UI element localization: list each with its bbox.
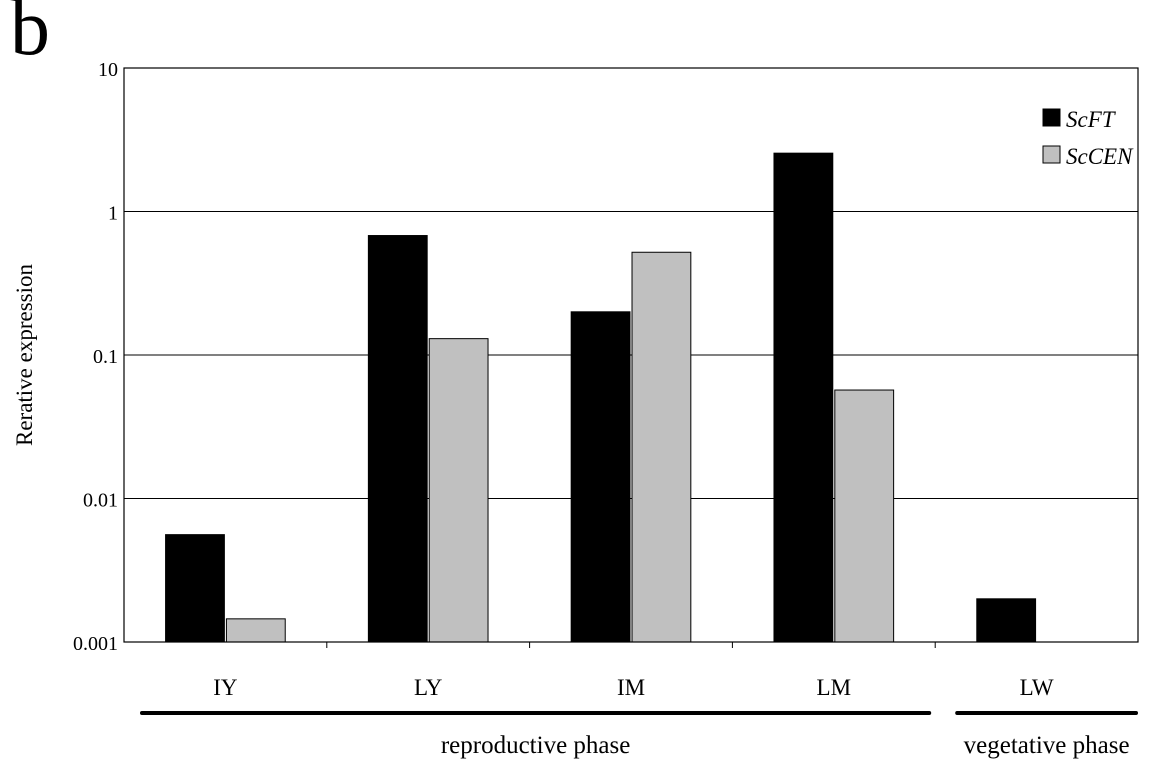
bar-sccen-lm bbox=[834, 389, 895, 643]
phase-label: vegetative phase bbox=[964, 732, 1130, 759]
bar-scft-ly bbox=[367, 235, 428, 643]
x-tick-labels: IY LY IM LM LW bbox=[213, 675, 1054, 700]
legend-label: ScCEN bbox=[1066, 144, 1134, 169]
legend: ScFT ScCEN bbox=[1042, 107, 1134, 169]
x-tick-label: IM bbox=[617, 675, 645, 700]
panel-label: b bbox=[10, 0, 50, 72]
x-tick-label: IY bbox=[213, 675, 238, 700]
bars bbox=[165, 152, 1037, 643]
gridlines bbox=[124, 211, 1138, 499]
y-tick-label: 0.001 bbox=[73, 633, 118, 655]
bar-sccen-iy bbox=[225, 618, 286, 643]
bar-scft-iy bbox=[165, 534, 225, 643]
axes bbox=[123, 67, 1139, 648]
y-tick-label: 0.1 bbox=[93, 346, 118, 368]
bar-scft-lw bbox=[976, 598, 1037, 643]
legend-label: ScFT bbox=[1066, 107, 1117, 132]
phase-label: reproductive phase bbox=[441, 732, 631, 759]
bar-sccen-ly bbox=[428, 338, 489, 643]
y-tick-labels: 10 1 0.1 0.01 0.001 bbox=[73, 59, 118, 655]
legend-swatch bbox=[1042, 108, 1061, 127]
bar-sccen-im bbox=[631, 251, 692, 643]
y-tick-label: 1 bbox=[108, 203, 118, 225]
x-tick-label: LW bbox=[1020, 675, 1054, 700]
legend-swatch bbox=[1042, 145, 1061, 164]
bar-scft-lm bbox=[773, 152, 834, 643]
phase-brackets: reproductive phase vegetative phase bbox=[140, 711, 1138, 759]
bar-scft-im bbox=[570, 311, 631, 643]
x-tick-label: LY bbox=[414, 675, 443, 700]
y-tick-label: 10 bbox=[98, 59, 118, 81]
x-tick-label: LM bbox=[817, 675, 852, 700]
plot-frame bbox=[123, 67, 1139, 643]
y-axis-label: Rerative expression bbox=[12, 263, 37, 446]
y-tick-label: 0.01 bbox=[83, 490, 118, 512]
